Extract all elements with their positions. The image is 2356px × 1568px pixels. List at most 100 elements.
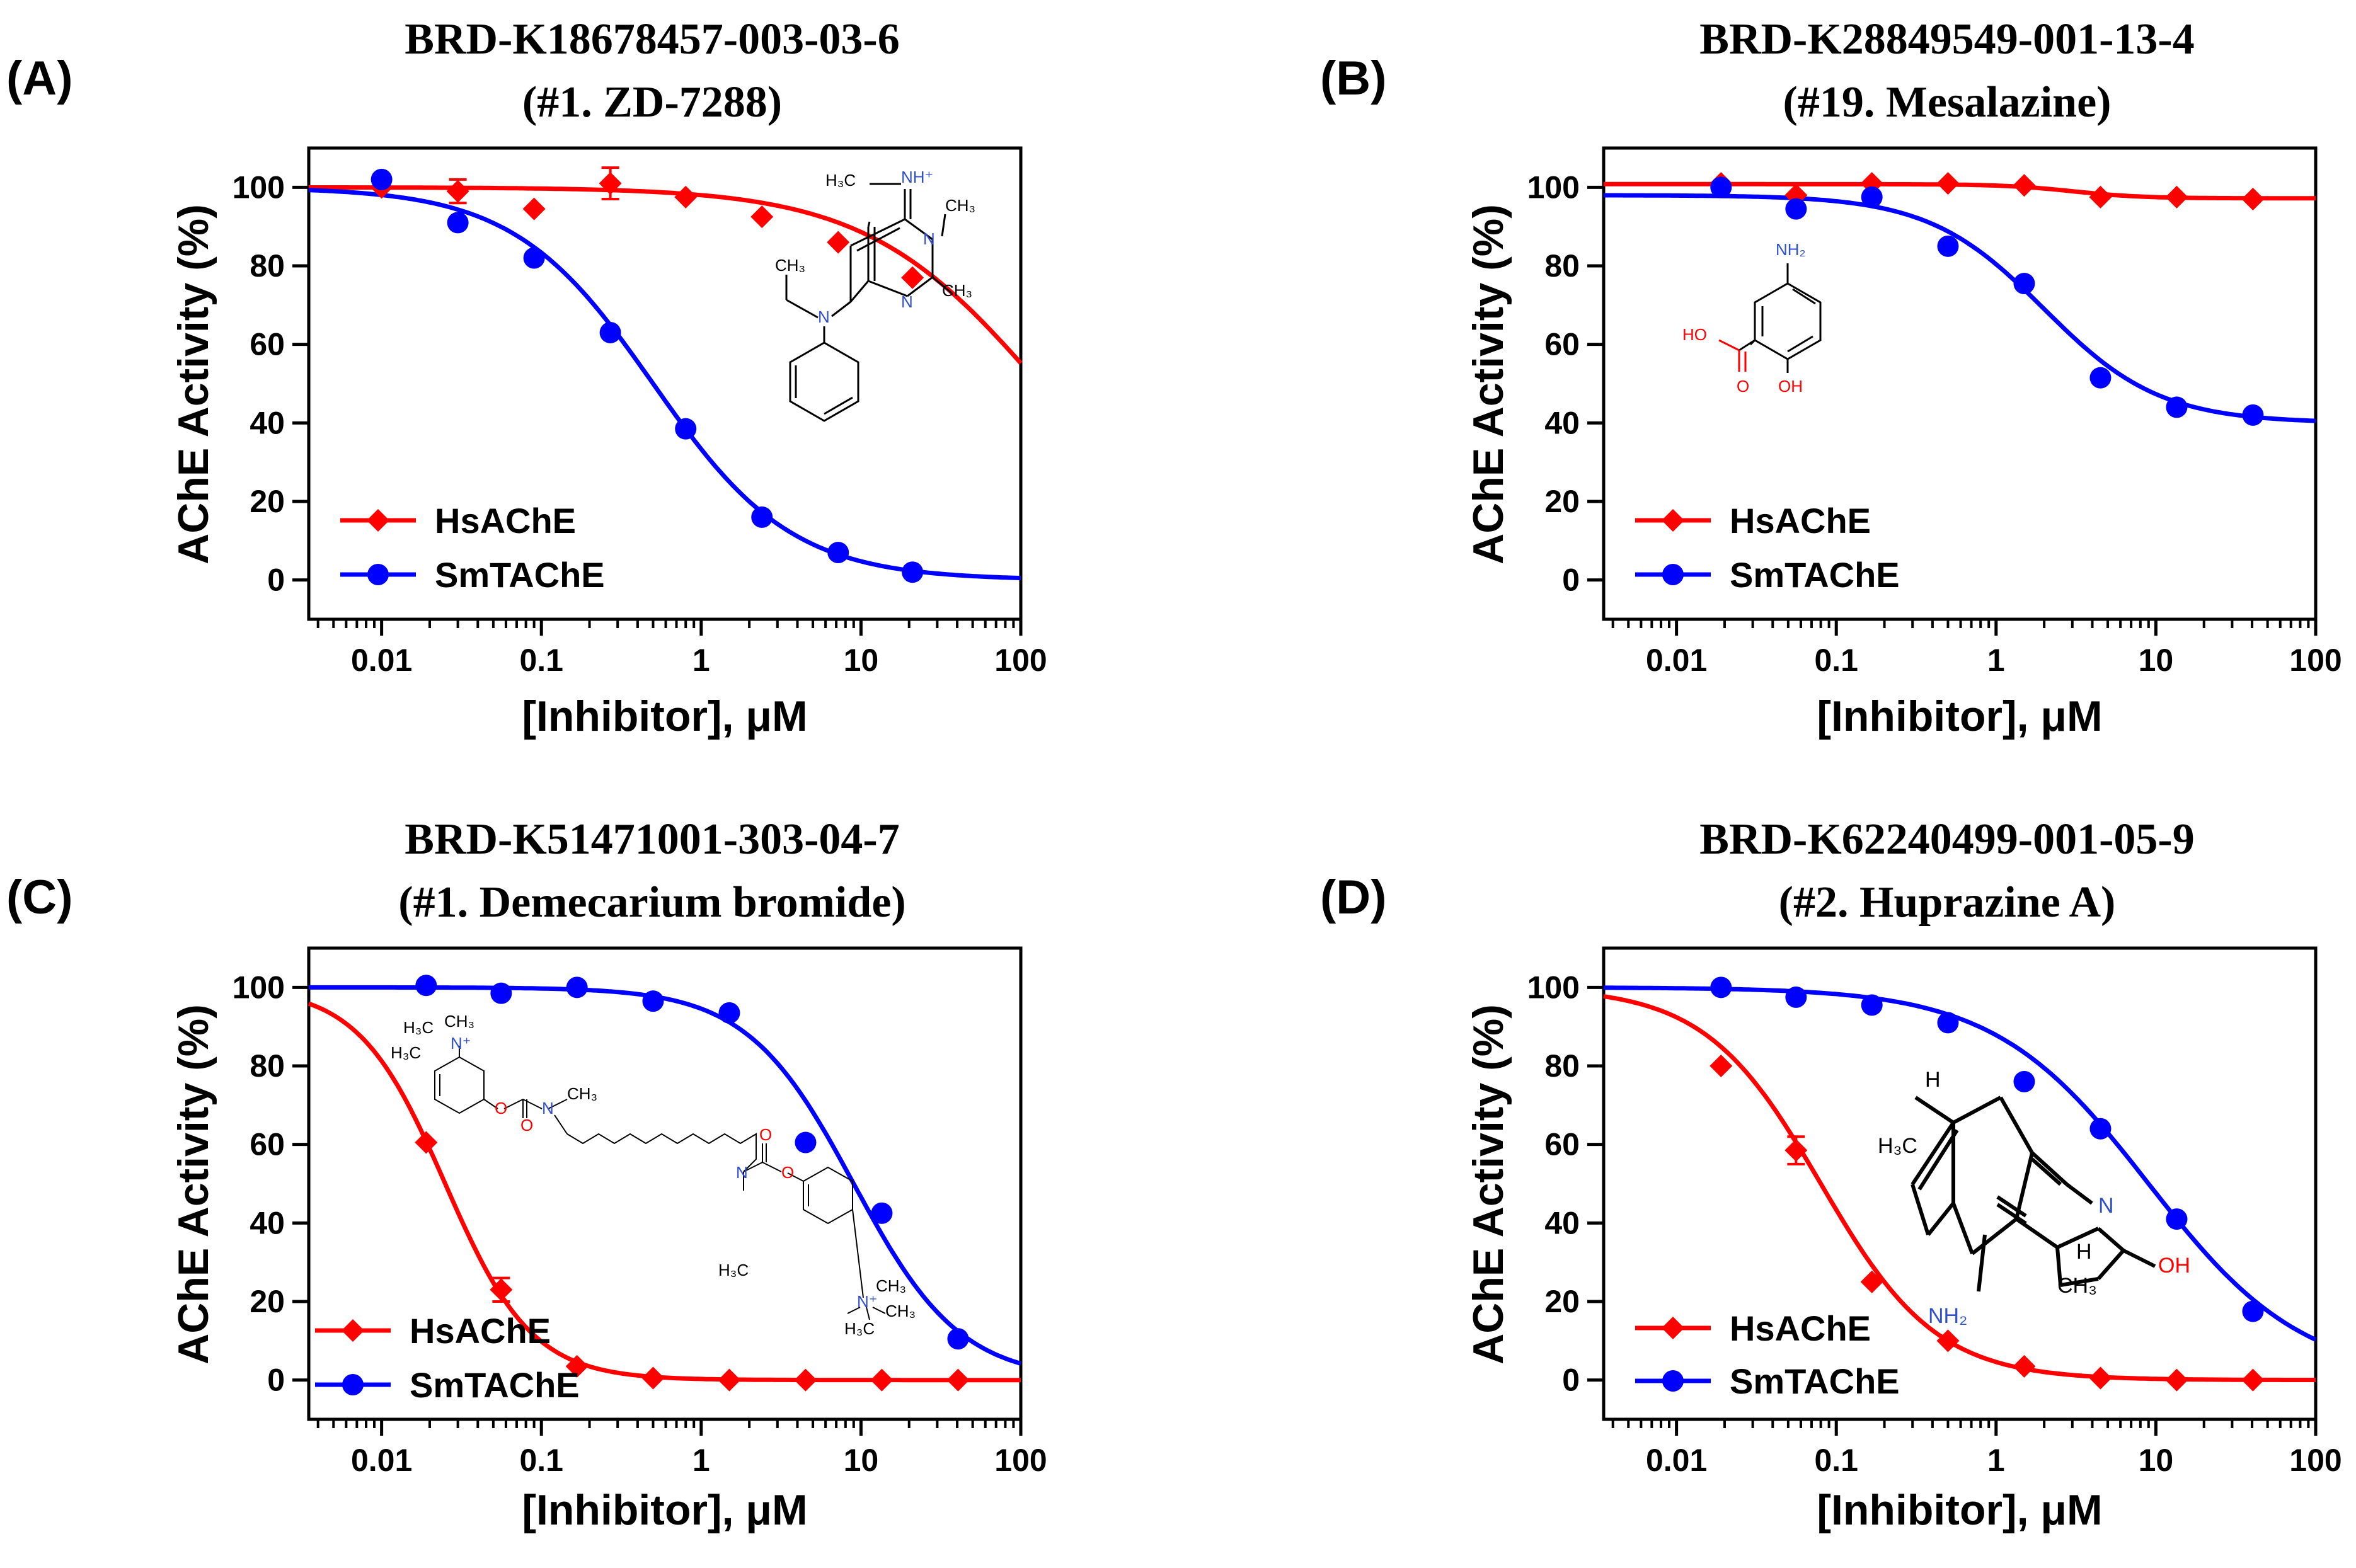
data-point-hsache (750, 205, 774, 229)
data-point-hsache (490, 1278, 513, 1302)
axes: 0 20 40 60 80 100 0.01 0.1 1 10 100 (1527, 169, 2342, 678)
data-point-smtache (2166, 1208, 2188, 1230)
data-point-hsache (2089, 185, 2112, 209)
data-point-smtache (1861, 186, 1883, 208)
y-tick-label: 0 (267, 1363, 285, 1398)
x-tick-label: 100 (2289, 1443, 2342, 1478)
y-tick-label: 40 (250, 1205, 285, 1240)
data-point-smtache (523, 247, 545, 269)
data-point-smtache (1710, 176, 1732, 198)
y-tick-label: 0 (1562, 563, 1580, 598)
legend-marker-smtache (1662, 564, 1684, 585)
data-point-hsache (1936, 172, 1960, 195)
legend: HsAChE SmTAChE (315, 1311, 580, 1405)
data-point-hsache (2013, 174, 2036, 197)
data-point-hsache (2089, 1366, 2112, 1390)
data-point-smtache (751, 506, 773, 528)
chart-title: BRD-K18678457-003-03-6 (405, 15, 899, 64)
data-point-smtache (566, 976, 588, 999)
data-point-smtache (1785, 986, 1807, 1008)
y-tick-label: 40 (1544, 1205, 1580, 1240)
svg-text:NH⁺: NH⁺ (901, 168, 933, 186)
chart-title: BRD-K62240499-001-05-9 (1699, 815, 2194, 864)
fit-curve-hsache (1603, 994, 2316, 1382)
svg-text:O: O (1737, 377, 1749, 396)
svg-text:N: N (923, 229, 935, 248)
axes: 0 20 40 60 80 100 0.01 0.1 1 10 100 (1527, 970, 2342, 1478)
y-axis-label: AChE Activity (%) (1464, 1004, 1512, 1365)
svg-text:N: N (736, 1163, 748, 1182)
legend-label-smtache: SmTAChE (1730, 1361, 1900, 1401)
chart-subtitle: (#19. Mesalazine) (1783, 78, 2112, 127)
y-axis-label: AChE Activity (%) (1464, 204, 1512, 564)
legend-marker-hsache (342, 1319, 364, 1342)
y-tick-label: 20 (250, 1284, 285, 1319)
legend-marker-hsache (1662, 509, 1684, 532)
panel-label: (C) (6, 871, 73, 924)
svg-text:N: N (2098, 1194, 2114, 1218)
legend: HsAChE SmTAChE (340, 501, 605, 595)
panel-c: (C) BRD-K51471001-303-04-7 (#1. Demecari… (6, 815, 1047, 1534)
panel-label: (D) (1320, 871, 1387, 924)
data-point-hsache (1784, 1139, 1808, 1162)
chart-subtitle: (#2. Huprazine A) (1779, 878, 2116, 927)
y-tick-label: 80 (1544, 248, 1580, 283)
svg-text:CH₃: CH₃ (444, 1012, 474, 1031)
x-tick-label: 0.01 (1646, 643, 1707, 678)
legend-label-hsache: HsAChE (435, 501, 576, 541)
legend: HsAChE SmTAChE (1635, 501, 1900, 595)
x-tick-label: 0.1 (1814, 643, 1858, 678)
svg-text:CH₃: CH₃ (885, 1302, 916, 1320)
y-tick-label: 80 (1544, 1048, 1580, 1084)
data-point-smtache (2089, 367, 2112, 389)
data-point-hsache (446, 180, 469, 203)
legend-label-hsache: HsAChE (1730, 501, 1871, 541)
legend-label-smtache: SmTAChE (435, 555, 605, 595)
x-tick-label: 0.01 (351, 643, 412, 678)
data-point-smtache (675, 418, 697, 440)
y-tick-label: 40 (1544, 405, 1580, 440)
svg-text:N: N (542, 1099, 554, 1118)
data-point-smtache (902, 561, 924, 583)
data-point-smtache (599, 321, 621, 343)
svg-text:H₃C: H₃C (825, 171, 856, 190)
data-point-hsache (946, 1368, 970, 1392)
y-tick-label: 60 (1544, 1127, 1580, 1162)
svg-text:N⁺: N⁺ (857, 1292, 878, 1311)
legend-label-hsache: HsAChE (1730, 1308, 1871, 1348)
legend-marker-hsache (367, 509, 389, 532)
chart-subtitle: (#1. Demecarium bromide) (398, 878, 905, 927)
y-tick-label: 20 (1544, 1284, 1580, 1319)
legend-marker-hsache (1662, 1317, 1684, 1339)
svg-text:N⁺: N⁺ (451, 1034, 471, 1053)
data-point-hsache (2241, 188, 2265, 211)
data-markers (370, 166, 924, 583)
data-point-hsache (870, 1368, 894, 1392)
legend-label-hsache: HsAChE (410, 1311, 551, 1351)
panel-label: (A) (6, 52, 73, 105)
svg-text:HO: HO (1682, 325, 1707, 344)
panel-a: (A) BRD-K18678457-003-03-6 (#1. ZD-7288)… (6, 15, 1047, 740)
x-tick-label: 10 (2139, 1443, 2174, 1478)
x-tick-label: 0.01 (351, 1443, 412, 1478)
data-point-hsache (415, 1131, 438, 1154)
data-point-smtache (947, 1328, 969, 1350)
svg-text:H₃C: H₃C (391, 1043, 421, 1062)
x-tick-label: 1 (1987, 1443, 2005, 1478)
svg-text:CH₃: CH₃ (942, 281, 972, 300)
y-tick-label: 100 (1527, 970, 1580, 1005)
x-axis-label: [Inhibitor], μM (1817, 692, 2102, 740)
data-point-smtache (371, 168, 393, 190)
svg-text:NH₂: NH₂ (1776, 240, 1806, 259)
svg-text:O: O (495, 1099, 507, 1118)
legend-marker-smtache (1662, 1370, 1684, 1392)
chart-subtitle: (#1. ZD-7288) (522, 78, 782, 127)
x-tick-label: 10 (2139, 643, 2174, 678)
legend-marker-smtache (342, 1374, 364, 1395)
svg-text:CH₃: CH₃ (876, 1276, 906, 1295)
data-point-hsache (674, 185, 698, 209)
fit-curve-hsache (309, 185, 1023, 365)
y-tick-label: 100 (233, 169, 285, 205)
data-point-smtache (1861, 994, 1883, 1016)
